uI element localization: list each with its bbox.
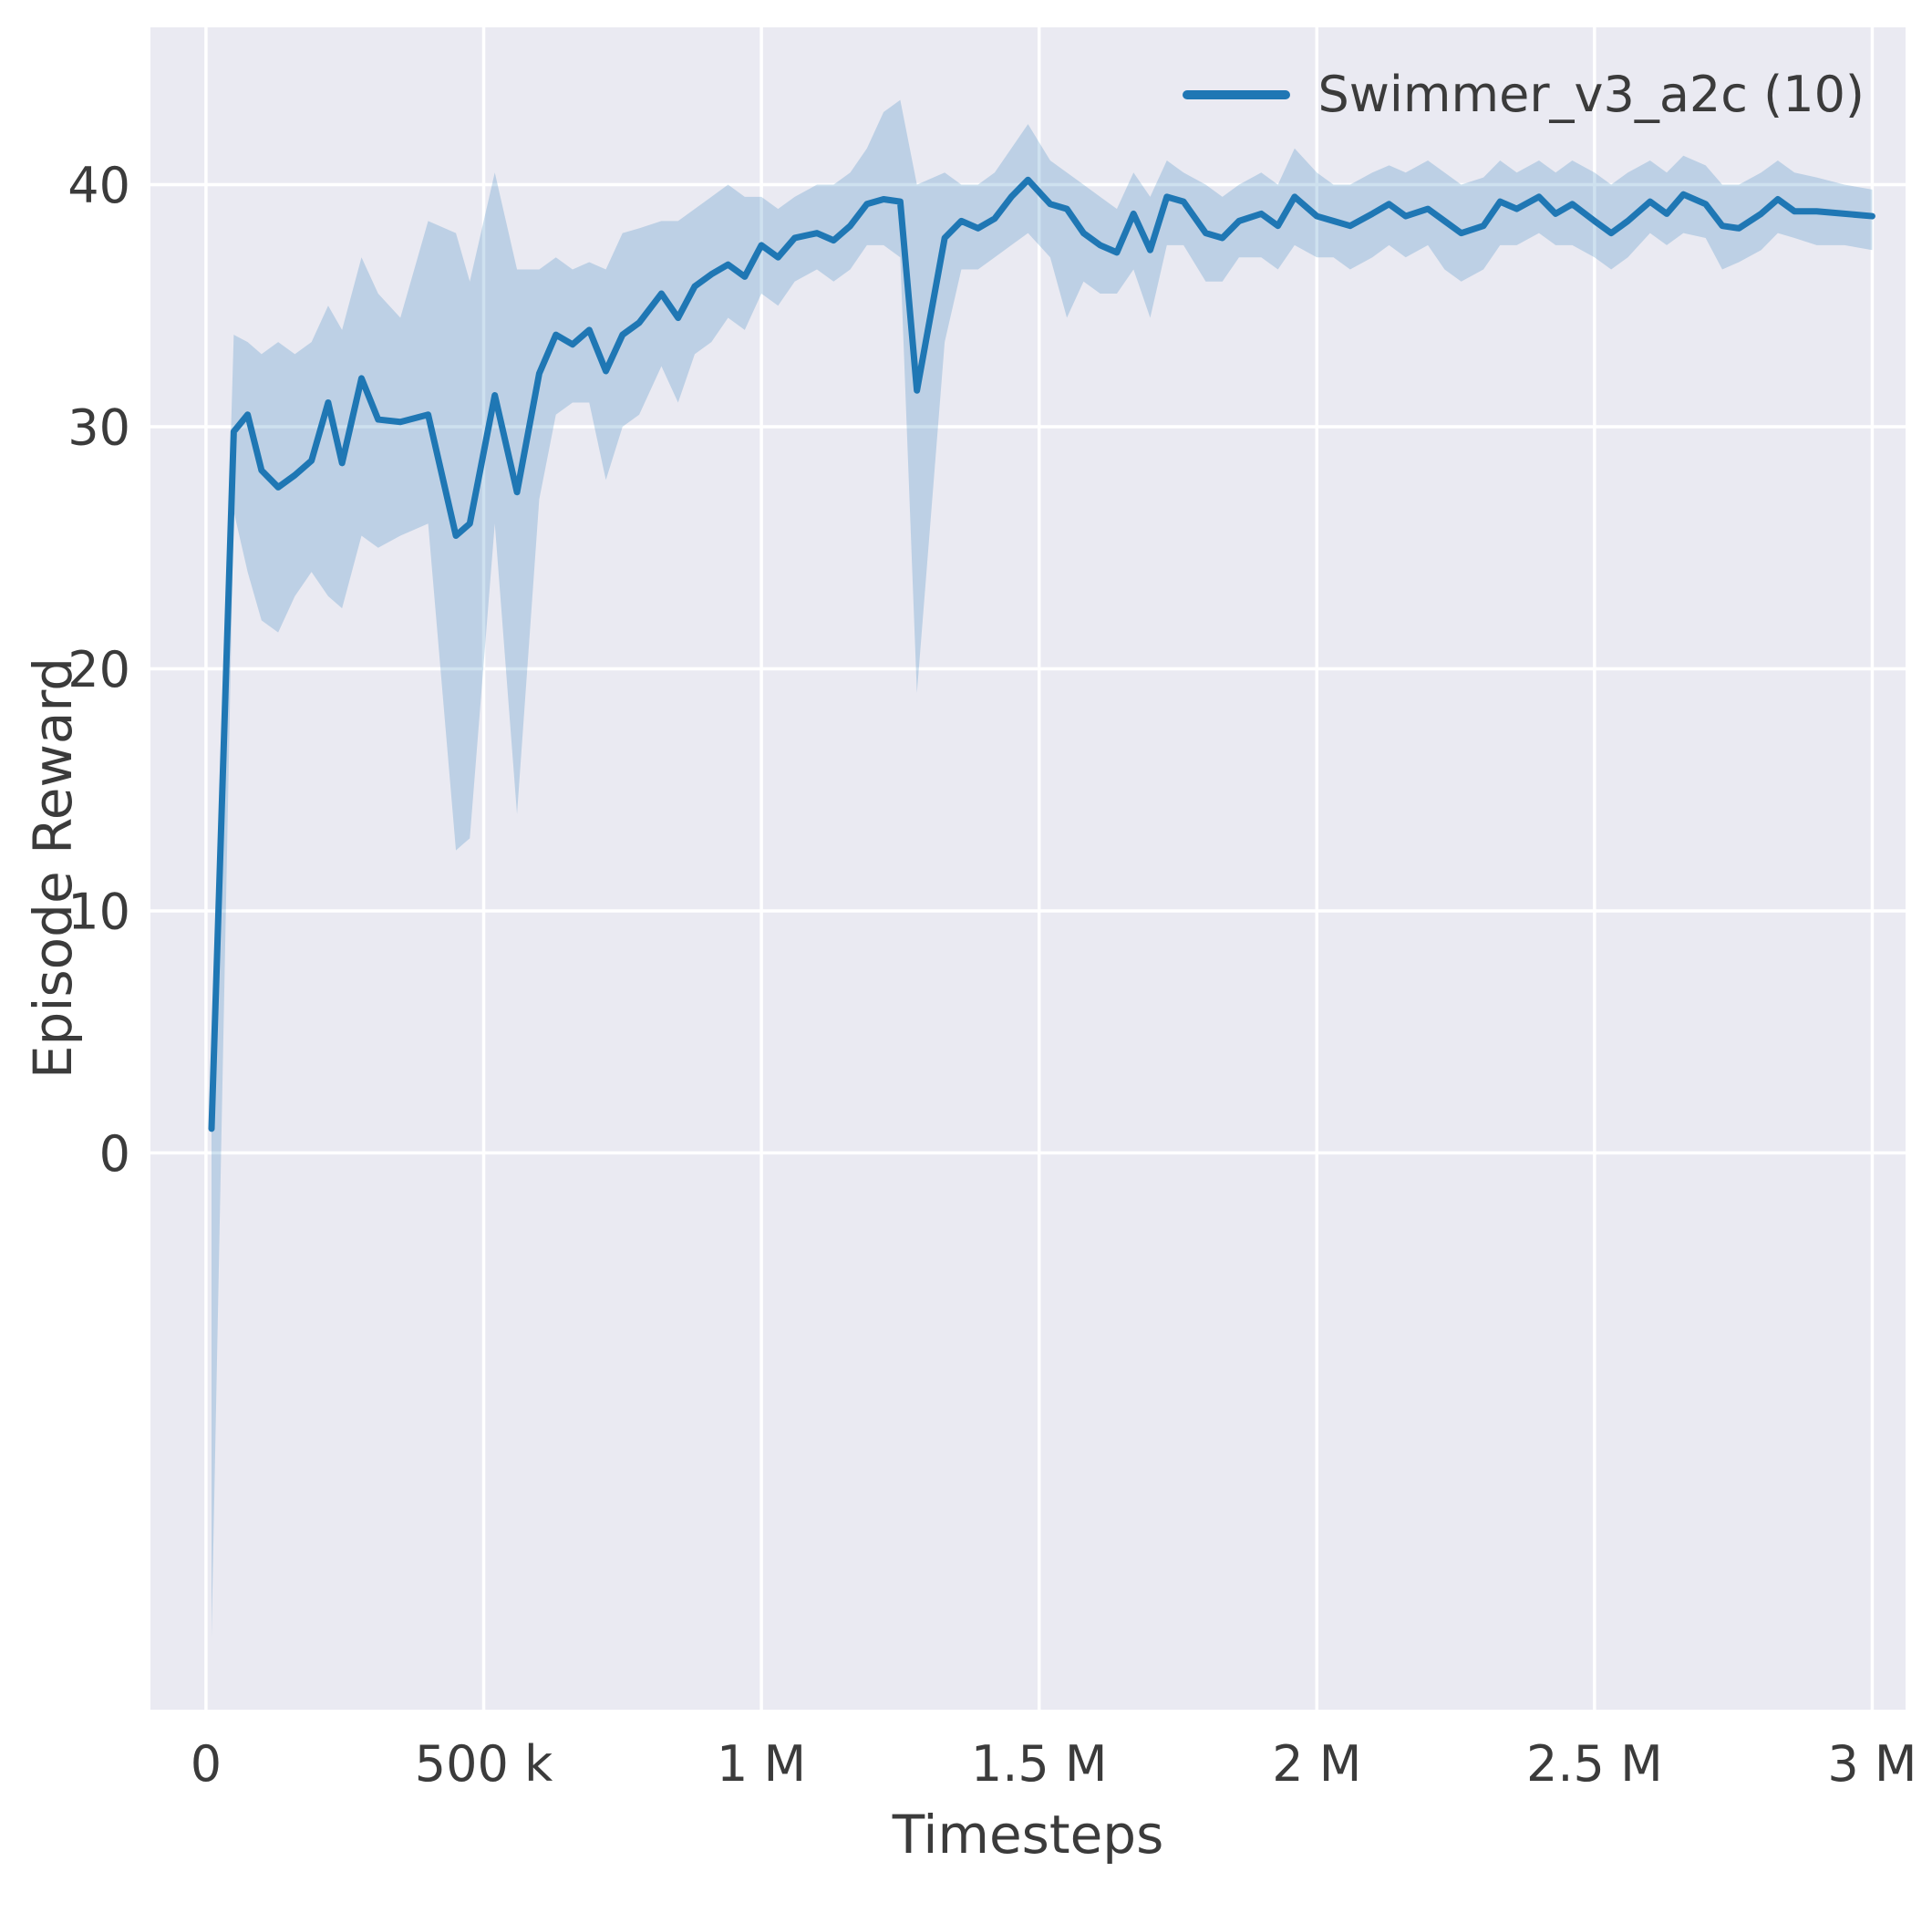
mean-line: [208, 176, 1875, 1132]
y-axis-label: Episode Reward: [22, 657, 84, 1080]
y-tick-label: 30: [67, 398, 130, 456]
legend-label: Swimmer_v3_a2c (10): [1317, 66, 1865, 123]
x-tick-label: 2 M: [1272, 1735, 1361, 1793]
legend: Swimmer_v3_a2c (10): [1183, 66, 1865, 123]
x-tick-label: 2.5 M: [1526, 1735, 1663, 1793]
plot-area: [150, 27, 1906, 1710]
x-tick-label: 1 M: [717, 1735, 806, 1793]
x-tick-label: 0: [191, 1735, 222, 1793]
y-tick-label: 10: [67, 883, 130, 940]
y-tick-label: 40: [67, 157, 130, 214]
x-tick-label: 500 k: [415, 1735, 553, 1793]
x-tick-label: 1.5 M: [971, 1735, 1108, 1793]
x-axis-label: Timesteps: [892, 1804, 1164, 1866]
y-tick-label: 0: [99, 1125, 130, 1183]
legend-line-swatch: [1183, 89, 1291, 99]
x-tick-label: 3 M: [1827, 1735, 1917, 1793]
y-tick-label: 20: [67, 641, 130, 698]
